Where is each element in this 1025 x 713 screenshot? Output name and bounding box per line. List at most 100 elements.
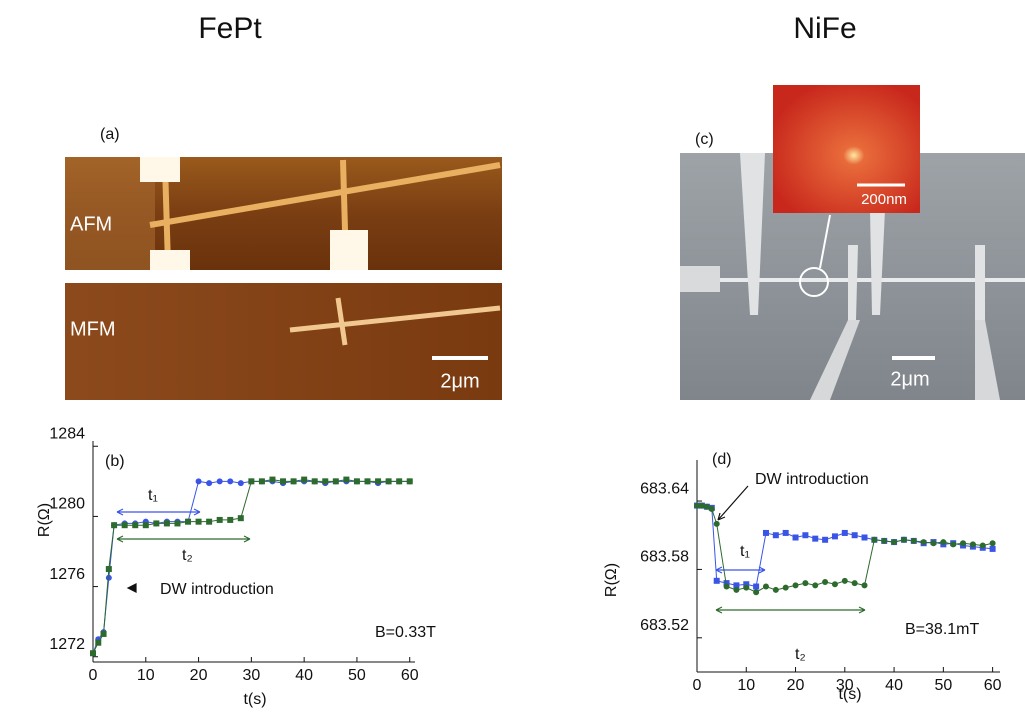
panel-label: (c)	[695, 131, 714, 148]
data-point	[743, 581, 750, 588]
data-point	[782, 529, 789, 536]
series-line	[92, 480, 410, 654]
chart-title: (b)	[105, 453, 125, 470]
data-point	[772, 586, 779, 593]
annotation-arrows	[116, 485, 866, 614]
annotation: t₂	[182, 547, 193, 564]
x-tick-label: 50	[934, 677, 952, 694]
data-point	[121, 522, 128, 529]
y-tick-label: 1280	[49, 496, 85, 513]
heading: NiFe	[793, 12, 856, 45]
data-point	[694, 502, 700, 509]
x-tick-label: 0	[89, 667, 98, 684]
x-tick-label: 30	[836, 677, 854, 694]
data-point	[940, 539, 947, 546]
data-point	[753, 589, 760, 596]
data-point	[237, 480, 244, 487]
data-point	[237, 515, 244, 522]
data-point	[227, 478, 234, 485]
x-tick-label: 0	[693, 677, 702, 694]
data-point	[900, 536, 907, 543]
x-axis-label: t(s)	[243, 691, 266, 708]
data-point	[841, 529, 848, 536]
data-point	[920, 539, 927, 546]
y-axis-label: R(Ω)	[36, 503, 53, 537]
data-point	[698, 502, 705, 509]
y-tick-label: 683.58	[640, 549, 689, 566]
data-point	[227, 516, 234, 523]
y-tick-label: 1284	[49, 425, 85, 442]
data-point	[153, 520, 160, 527]
x-tick-label: 30	[242, 667, 260, 684]
data-point	[105, 566, 112, 573]
data-point	[723, 583, 730, 590]
scale-label: 2μm	[890, 368, 929, 390]
data-point	[206, 518, 213, 525]
data-point	[950, 541, 957, 548]
data-point	[708, 506, 715, 513]
x-tick-label: 50	[348, 667, 366, 684]
data-point	[861, 534, 868, 541]
data-point	[195, 478, 202, 485]
annotation: B=38.1mT	[905, 621, 979, 638]
image-label: MFM	[70, 318, 116, 340]
data-point	[142, 522, 149, 529]
data-point	[802, 580, 809, 587]
data-point	[802, 532, 809, 539]
data-point	[375, 478, 382, 485]
annotation: DW introduction	[160, 581, 274, 598]
data-point	[960, 540, 967, 547]
data-point	[910, 537, 917, 544]
data-point	[792, 582, 799, 589]
series-line	[92, 479, 410, 654]
data-point	[812, 582, 819, 589]
data-point	[762, 583, 769, 590]
image-label: AFM	[70, 213, 112, 235]
data-point	[713, 577, 720, 584]
data-point	[930, 540, 937, 547]
data-point	[90, 650, 96, 657]
data-point	[163, 520, 170, 527]
data-point	[812, 535, 819, 542]
chart-title: (d)	[712, 451, 732, 468]
data-point	[248, 478, 255, 485]
data-point	[311, 478, 318, 485]
x-tick-label: 40	[885, 677, 903, 694]
data-point	[733, 582, 740, 589]
data-point	[851, 532, 858, 539]
data-point	[206, 480, 213, 487]
scale-label: 2μm	[440, 370, 479, 392]
data-point	[100, 630, 107, 637]
data-point	[111, 522, 118, 529]
annotation: t₁	[148, 487, 158, 504]
data-point	[258, 478, 265, 485]
data-point	[841, 577, 848, 584]
data-point	[762, 529, 769, 536]
y-tick-label: 1276	[49, 566, 85, 583]
data-point	[301, 476, 308, 483]
annotation: t₁	[740, 543, 750, 560]
data-point	[782, 584, 789, 591]
x-tick-label: 10	[137, 667, 155, 684]
y-axis-label: R(Ω)	[603, 563, 620, 597]
data-point	[343, 476, 350, 483]
data-point	[105, 574, 112, 581]
scale-label: 200nm	[861, 191, 907, 208]
data-point	[132, 522, 139, 529]
data-point	[280, 478, 287, 485]
data-point	[822, 578, 829, 585]
data-point	[713, 520, 720, 527]
data-point	[406, 478, 413, 485]
x-tick-label: 20	[787, 677, 805, 694]
panel-label: (a)	[100, 126, 120, 143]
data-point	[385, 478, 392, 485]
mfm-image	[65, 283, 502, 400]
data-point	[831, 533, 838, 540]
x-axis-label: t(s)	[838, 686, 861, 703]
data-point	[364, 478, 371, 485]
data-point	[322, 478, 329, 485]
data-point	[989, 540, 996, 547]
x-tick-label: 60	[984, 677, 1002, 694]
